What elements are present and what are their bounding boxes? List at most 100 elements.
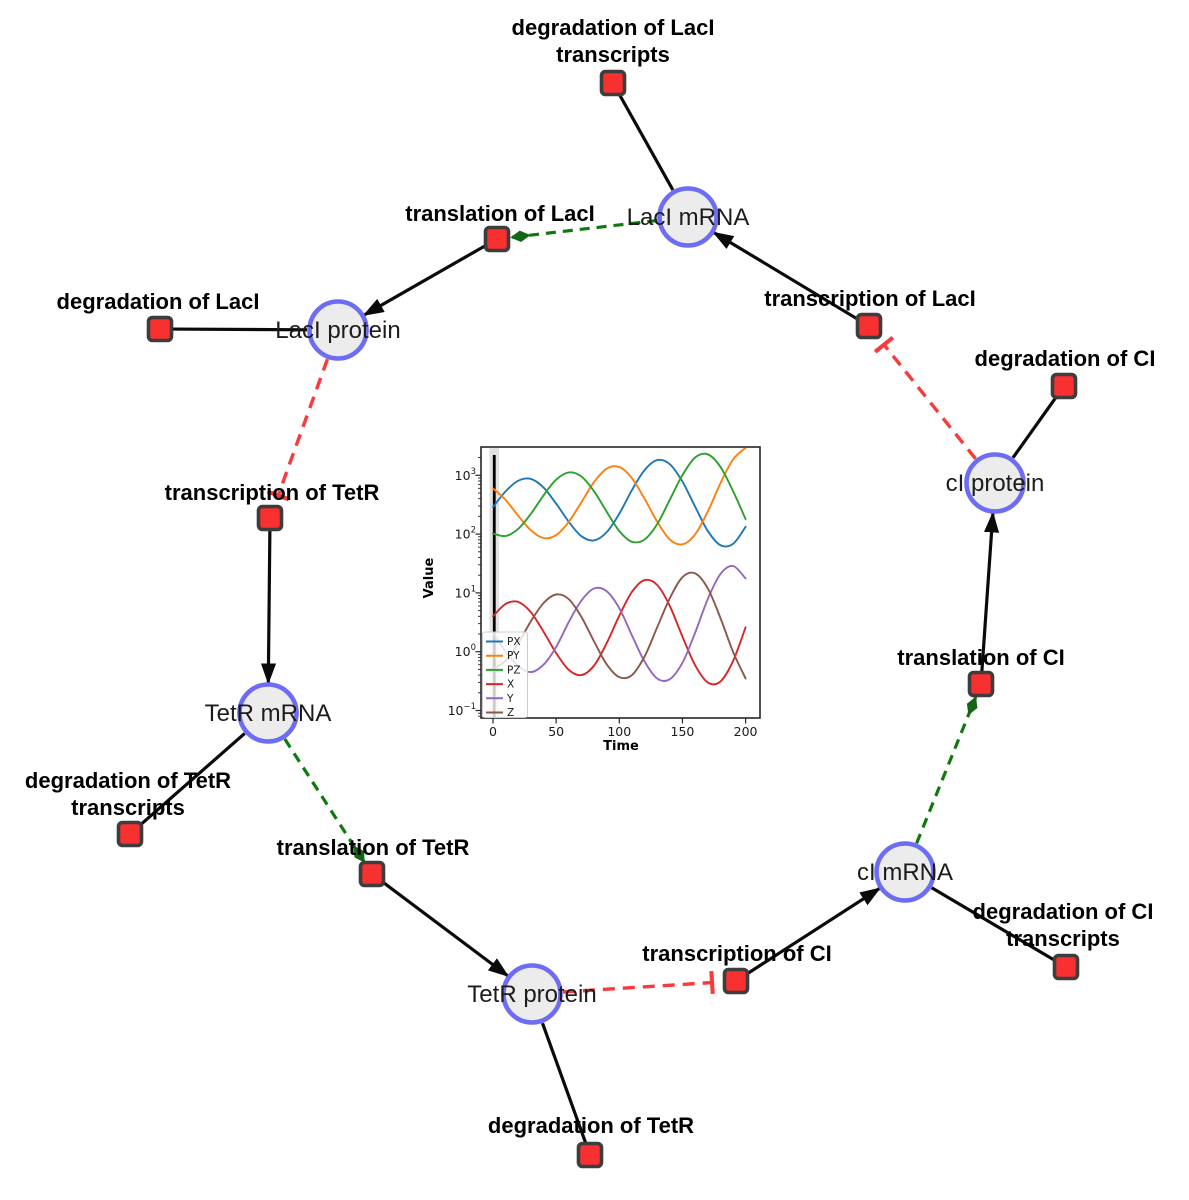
edge-consumption-tetr-protein-to-degradation-of-tetr: [541, 1022, 588, 1145]
species-node-ci-mrna[interactable]: [874, 841, 936, 903]
series-line-PX: [492, 458, 747, 548]
species-label-laci-protein: LacI protein: [275, 317, 400, 344]
edge-inhibition-laci-protein-to-transcription-of-tetr: [266, 358, 330, 502]
reaction-label-line: transcription of CI: [642, 941, 831, 966]
nodes-layer: [116, 69, 1080, 1169]
reaction-label-degradation-of-laci-transcripts: degradation of LacI transcripts: [512, 15, 715, 67]
y-tick-exponent: −1: [463, 702, 476, 712]
reaction-label-line: transcription of LacI: [764, 286, 975, 311]
reaction-label-transcription-of-tetr: transcription of TetR: [165, 480, 380, 505]
species-label-tetr-mrna: TetR mRNA: [205, 700, 332, 727]
reaction-label-line: transcription of TetR: [165, 480, 380, 505]
legend-label-PZ: PZ: [507, 664, 521, 676]
reaction-node-transcription-of-laci[interactable]: [855, 312, 883, 340]
reaction-label-line: transcripts: [1006, 926, 1120, 951]
edge-modifier-laci-mrna-to-translation-of-laci: [510, 218, 658, 242]
reaction-label-degradation-of-laci: degradation of LacI: [57, 289, 260, 314]
reaction-label-line: translation of LacI: [405, 201, 594, 226]
reaction-label-translation-of-ci: translation of CI: [897, 645, 1064, 670]
edge-production-transcription-of-laci-to-laci-mrna: [712, 231, 860, 322]
edge-production-translation-of-laci-to-laci-protein: [362, 243, 488, 317]
reaction-label-line: degradation of CI: [973, 899, 1154, 924]
legend-label-Z: Z: [507, 707, 514, 719]
species-label-tetr-protein: TetR protein: [467, 981, 596, 1008]
reaction-node-translation-of-tetr[interactable]: [358, 860, 386, 888]
edge-consumption-ci-mrna-to-degradation-of-ci-transcripts: [930, 886, 1057, 963]
y-tick-base: 10: [455, 527, 471, 542]
series-line-Y: [492, 564, 747, 682]
edge-inhibition-ci-protein-to-transcription-of-laci: [873, 335, 977, 460]
reaction-node-degradation-of-tetr[interactable]: [576, 1141, 604, 1169]
species-node-ci-protein[interactable]: [964, 452, 1026, 514]
y-tick-exponent: 3: [471, 467, 476, 477]
edge-production-translation-of-ci-to-ci-protein: [980, 511, 1000, 673]
reaction-node-degradation-of-ci[interactable]: [1050, 372, 1078, 400]
y-tick-label: 10−1: [448, 702, 476, 718]
reaction-node-translation-of-laci[interactable]: [483, 225, 511, 253]
edge-consumption-laci-mrna-to-degradation-of-laci-transcripts: [617, 92, 675, 191]
y-tick-exponent: 0: [471, 643, 476, 653]
reaction-label-line: degradation of LacI: [57, 289, 260, 314]
x-tick-label: 150: [671, 724, 695, 739]
edge-consumption-laci-protein-to-degradation-of-laci: [171, 327, 308, 332]
species-node-tetr-mrna[interactable]: [237, 682, 299, 744]
edge-production-transcription-of-ci-to-ci-mrna: [745, 886, 882, 976]
reaction-label-translation-of-laci: translation of LacI: [405, 201, 594, 226]
reaction-node-degradation-of-tetr-transcripts[interactable]: [116, 820, 144, 848]
reaction-label-degradation-of-tetr: degradation of TetR: [488, 1113, 694, 1138]
y-axis-label: Value: [422, 557, 437, 598]
legend-label-PX: PX: [507, 636, 521, 648]
reaction-label-line: degradation of LacI: [512, 15, 715, 40]
edge-modifier-tetr-mrna-to-translation-of-tetr: [283, 738, 366, 864]
y-tick-base: 10: [455, 644, 471, 659]
reaction-node-transcription-of-tetr[interactable]: [256, 504, 284, 532]
edge-consumption-ci-protein-to-degradation-of-ci: [1011, 394, 1059, 459]
x-tick-label: 200: [734, 724, 758, 739]
inset-chart: 0 50 100 150 20010−1100101102103TimeValuePXP…: [422, 446, 761, 754]
species-label-ci-protein: cI protein: [946, 470, 1045, 497]
y-tick-label: 101: [455, 584, 476, 600]
species-label-ci-mrna: cI mRNA: [857, 859, 953, 886]
reaction-node-degradation-of-laci[interactable]: [146, 315, 174, 343]
reaction-label-translation-of-tetr: translation of TetR: [277, 835, 470, 860]
chart-frame: [480, 446, 761, 719]
edge-production-translation-of-tetr-to-tetr-protein: [380, 879, 510, 978]
reaction-label-line: transcripts: [556, 42, 670, 67]
reaction-label-line: degradation of CI: [975, 346, 1156, 371]
y-tick-base: 10: [448, 703, 464, 718]
reaction-label-line: degradation of TetR: [488, 1113, 694, 1138]
x-tick-label: 50: [548, 724, 564, 739]
series-line-PY: [492, 448, 747, 546]
species-label-laci-mrna: LacI mRNA: [627, 204, 750, 231]
species-node-laci-mrna[interactable]: [657, 186, 719, 248]
legend-label-Y: Y: [506, 693, 514, 705]
species-node-laci-protein[interactable]: [307, 299, 369, 361]
x-tick-label: 0: [489, 724, 497, 739]
y-tick-label: 103: [455, 467, 476, 483]
edge-inhibition-tetr-protein-to-transcription-of-ci: [562, 971, 715, 995]
reaction-label-degradation-of-ci: degradation of CI: [975, 346, 1156, 371]
reaction-node-transcription-of-ci[interactable]: [722, 967, 750, 995]
reaction-label-transcription-of-laci: transcription of LacI: [764, 286, 975, 311]
reaction-node-degradation-of-ci-transcripts[interactable]: [1052, 953, 1080, 981]
chart-legend: PX PY PZ XYZ: [482, 631, 528, 719]
y-tick-label: 100: [455, 643, 476, 659]
edge-production-transcription-of-tetr-to-tetr-mrna: [260, 529, 277, 685]
x-tick-label: 100: [607, 724, 631, 739]
species-node-tetr-protein[interactable]: [501, 963, 563, 1025]
reaction-node-translation-of-ci[interactable]: [967, 670, 995, 698]
reaction-node-degradation-of-laci-transcripts[interactable]: [599, 69, 627, 97]
reaction-label-degradation-of-ci-transcripts: degradation of CI transcripts: [973, 899, 1154, 951]
reaction-label-line: transcripts: [71, 795, 185, 820]
reaction-label-transcription-of-ci: transcription of CI: [642, 941, 831, 966]
edges-layer: [137, 92, 1059, 1145]
y-tick-exponent: 2: [471, 526, 476, 536]
legend-label-X: X: [507, 679, 514, 691]
legend-label-PY: PY: [507, 650, 520, 662]
y-tick-exponent: 1: [471, 584, 476, 594]
x-axis-label: Time: [603, 739, 639, 754]
series-line-Z: [492, 571, 747, 680]
edge-modifier-ci-mrna-to-translation-of-ci: [915, 696, 978, 844]
